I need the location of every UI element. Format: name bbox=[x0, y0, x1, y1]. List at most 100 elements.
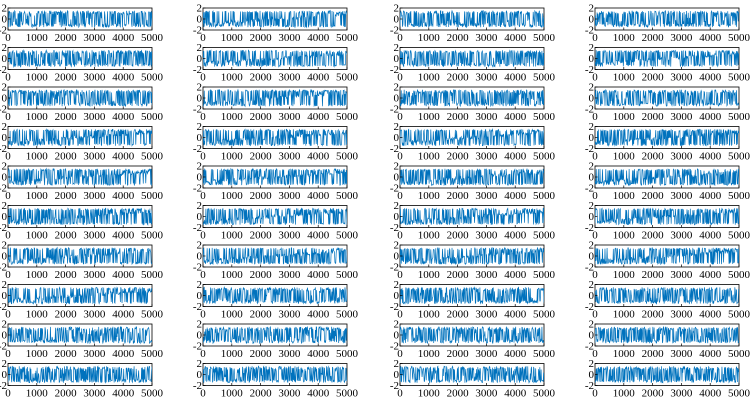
x-tick-label: 4000 bbox=[112, 348, 135, 360]
x-tick-label: 5000 bbox=[533, 111, 556, 123]
y-tick-label: 2 bbox=[197, 82, 203, 94]
signal-line bbox=[400, 365, 544, 384]
x-tick-label: 0 bbox=[592, 151, 598, 163]
signal-line bbox=[8, 9, 152, 29]
y-tick-label: 2 bbox=[394, 200, 400, 212]
x-tick-label: 3000 bbox=[278, 190, 301, 202]
x-tick-label: 5000 bbox=[336, 111, 359, 123]
x-tick-label: 0 bbox=[200, 151, 206, 163]
y-tick-label: -2 bbox=[390, 104, 399, 116]
y-tick-label: 2 bbox=[589, 161, 595, 173]
y-tick-label: 2 bbox=[589, 42, 595, 54]
x-tick-label: 0 bbox=[592, 111, 598, 123]
y-tick-label: 2 bbox=[589, 3, 595, 15]
y-tick-label: 2 bbox=[2, 121, 8, 133]
x-tick-label: 4000 bbox=[699, 230, 722, 242]
x-tick-label: 4000 bbox=[307, 190, 330, 202]
x-tick-label: 3000 bbox=[83, 269, 106, 281]
y-tick-label: -2 bbox=[585, 301, 594, 313]
y-tick-label: -2 bbox=[585, 64, 594, 76]
y-tick-label: 0 bbox=[197, 14, 203, 26]
signal-line bbox=[595, 246, 739, 266]
x-tick-label: 0 bbox=[200, 269, 206, 281]
x-tick-label: 0 bbox=[200, 111, 206, 123]
signal-line bbox=[595, 168, 739, 187]
x-tick-label: 3000 bbox=[670, 151, 693, 163]
x-tick-label: 5000 bbox=[141, 151, 164, 163]
x-tick-label: 1000 bbox=[613, 348, 636, 360]
x-tick-label: 4000 bbox=[112, 72, 135, 84]
y-tick-label: 0 bbox=[197, 211, 203, 223]
x-tick-label: 1000 bbox=[613, 388, 636, 400]
x-tick-label: 0 bbox=[5, 348, 11, 360]
x-tick-label: 0 bbox=[200, 190, 206, 202]
x-tick-label: 5000 bbox=[336, 72, 359, 84]
y-tick-label: 2 bbox=[394, 82, 400, 94]
x-tick-label: 5000 bbox=[336, 388, 359, 400]
signal-line bbox=[203, 128, 347, 147]
x-tick-label: 0 bbox=[5, 72, 11, 84]
x-tick-label: 2000 bbox=[55, 32, 78, 44]
x-tick-label: 4000 bbox=[307, 230, 330, 242]
y-tick-label: 2 bbox=[2, 42, 8, 54]
signal-line bbox=[8, 49, 152, 68]
x-tick-label: 0 bbox=[397, 32, 403, 44]
y-tick-label: -2 bbox=[0, 25, 7, 37]
signal-line bbox=[8, 286, 152, 305]
y-tick-label: 2 bbox=[197, 319, 203, 331]
y-tick-label: 0 bbox=[197, 330, 203, 342]
x-tick-label: 4000 bbox=[504, 111, 527, 123]
x-tick-label: 0 bbox=[397, 72, 403, 84]
x-tick-label: 5000 bbox=[533, 348, 556, 360]
x-tick-label: 1000 bbox=[221, 348, 244, 360]
x-tick-label: 3000 bbox=[475, 348, 498, 360]
x-tick-label: 2000 bbox=[642, 348, 665, 360]
x-tick-label: 2000 bbox=[55, 388, 78, 400]
x-tick-label: 0 bbox=[200, 309, 206, 321]
x-tick-label: 5000 bbox=[533, 269, 556, 281]
y-tick-label: -2 bbox=[193, 64, 202, 76]
x-tick-label: 3000 bbox=[670, 111, 693, 123]
y-tick-label: 0 bbox=[2, 251, 8, 263]
x-tick-label: 4000 bbox=[504, 72, 527, 84]
x-tick-label: 2000 bbox=[642, 72, 665, 84]
x-tick-label: 3000 bbox=[278, 388, 301, 400]
x-tick-label: 5000 bbox=[533, 230, 556, 242]
x-tick-label: 2000 bbox=[447, 111, 470, 123]
x-tick-label: 0 bbox=[592, 32, 598, 44]
x-tick-label: 2000 bbox=[447, 388, 470, 400]
y-tick-label: -2 bbox=[585, 380, 594, 392]
x-tick-label: 2000 bbox=[447, 32, 470, 44]
y-tick-label: 2 bbox=[394, 240, 400, 252]
y-tick-label: 0 bbox=[2, 93, 8, 105]
x-tick-label: 2000 bbox=[55, 309, 78, 321]
x-tick-label: 3000 bbox=[83, 230, 106, 242]
x-tick-label: 1000 bbox=[418, 190, 441, 202]
x-tick-label: 3000 bbox=[278, 72, 301, 84]
y-tick-label: 2 bbox=[394, 121, 400, 133]
y-tick-label: 0 bbox=[589, 14, 595, 26]
x-tick-label: 3000 bbox=[475, 230, 498, 242]
y-tick-label: 0 bbox=[589, 211, 595, 223]
y-tick-label: 2 bbox=[2, 161, 8, 173]
x-tick-label: 4000 bbox=[112, 309, 135, 321]
x-tick-label: 0 bbox=[5, 32, 11, 44]
x-tick-label: 5000 bbox=[141, 190, 164, 202]
y-tick-label: 2 bbox=[589, 279, 595, 291]
x-tick-label: 4000 bbox=[112, 190, 135, 202]
x-tick-label: 2000 bbox=[447, 230, 470, 242]
y-tick-label: 0 bbox=[2, 369, 8, 381]
x-tick-label: 2000 bbox=[642, 230, 665, 242]
y-tick-label: 0 bbox=[197, 93, 203, 105]
y-tick-label: 2 bbox=[2, 200, 8, 212]
